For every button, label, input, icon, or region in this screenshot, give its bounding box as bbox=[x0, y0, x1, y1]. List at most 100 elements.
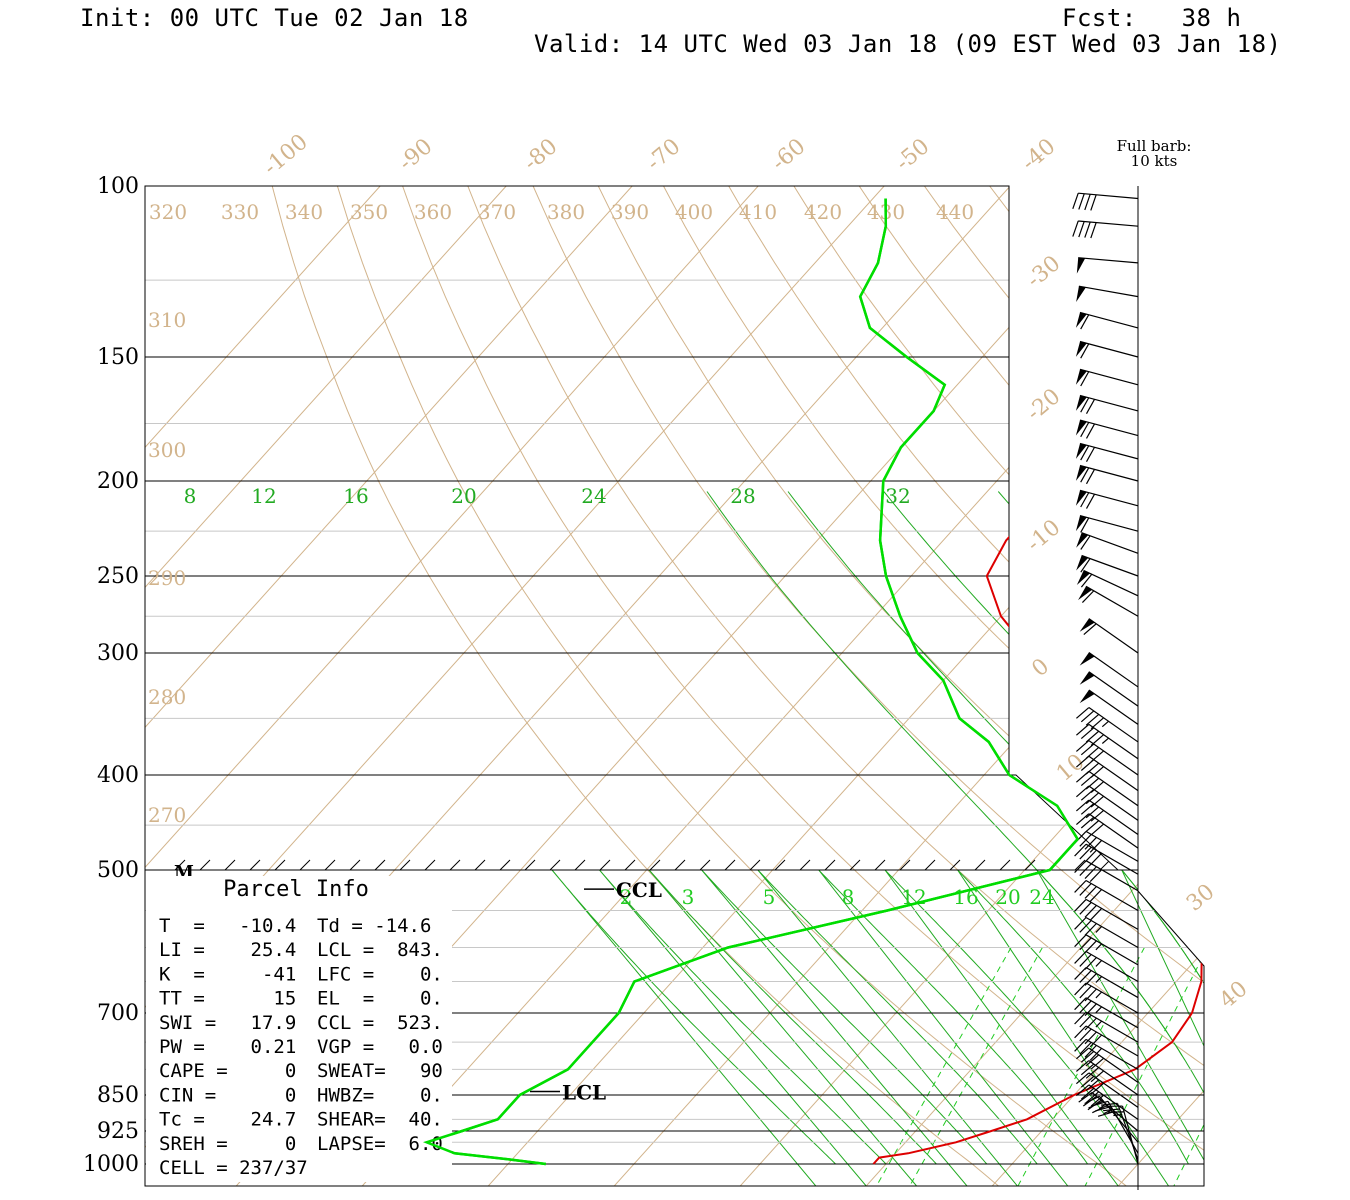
moist-adiabat-lower bbox=[1210, 870, 1340, 1186]
hatch-mark bbox=[174, 859, 186, 871]
dry-adiabat-line bbox=[597, 186, 1204, 1186]
wind-barb bbox=[1076, 1084, 1139, 1120]
hatch-mark bbox=[249, 859, 261, 871]
isotherm-line bbox=[145, 186, 633, 1186]
mixing-ratio-label: 5 bbox=[763, 885, 776, 909]
moist-adiabat-label: 20 bbox=[451, 484, 476, 508]
theta-label: 350 bbox=[350, 200, 388, 224]
wind-barb bbox=[1075, 464, 1139, 485]
isotherm-line bbox=[861, 186, 1204, 1186]
hatch-mark bbox=[574, 859, 586, 871]
theta-label: 420 bbox=[804, 200, 842, 224]
theta-label: 410 bbox=[739, 200, 777, 224]
hatch-mark bbox=[1074, 859, 1086, 871]
hatch-mark bbox=[974, 859, 986, 871]
wind-barb bbox=[1075, 311, 1139, 330]
annotation-ccl: CCL bbox=[616, 878, 662, 902]
wind-barb bbox=[1075, 394, 1139, 414]
hatch-mark bbox=[824, 859, 836, 871]
isotherm-line bbox=[145, 186, 507, 1186]
moist-adiabat-label: 24 bbox=[581, 484, 606, 508]
mixing-ratio-line bbox=[1338, 947, 1350, 1186]
dry-adiabat-line bbox=[728, 186, 1204, 1186]
theta-label: 290 bbox=[148, 566, 186, 590]
forecast-hour: Fcst: 38 h bbox=[1062, 4, 1242, 32]
wind-barb bbox=[1074, 1038, 1139, 1070]
moist-adiabat-lower bbox=[818, 869, 1089, 1186]
wind-barb bbox=[1078, 585, 1139, 617]
wind-barb bbox=[1072, 192, 1139, 211]
mixing-ratio-label: 24 bbox=[1029, 885, 1054, 909]
parcel-row-right: LFC = 0. bbox=[317, 963, 443, 985]
mixing-ratio-line bbox=[1084, 947, 1204, 1186]
hatch-mark bbox=[349, 859, 361, 871]
pressure-label: 150 bbox=[97, 345, 139, 370]
hatch-mark bbox=[674, 859, 686, 871]
pressure-label: 850 bbox=[97, 1083, 139, 1108]
hatch-mark bbox=[624, 859, 636, 871]
parcel-row-right: SWEAT= 90 bbox=[317, 1060, 443, 1082]
parcel-row-left: CELL = 237/37 bbox=[159, 1157, 308, 1179]
wind-barb bbox=[1074, 860, 1139, 892]
moist-adiabat-line bbox=[1134, 491, 1204, 1057]
parcel-row-left: SWI = 17.9 bbox=[159, 1012, 296, 1034]
moist-adiabat-lower bbox=[884, 869, 1139, 1186]
theta-label: 340 bbox=[285, 200, 323, 224]
valid-time: Valid: 14 UTC Wed 03 Jan 18 (09 EST Wed … bbox=[534, 30, 1282, 58]
wind-barb bbox=[1072, 220, 1139, 239]
barb-legend-line2: 10 kts bbox=[1131, 152, 1178, 170]
moist-adiabat-lower bbox=[1298, 870, 1350, 1186]
wind-barb bbox=[1075, 515, 1139, 533]
isotherm-line bbox=[145, 186, 759, 1186]
hatch-mark bbox=[699, 859, 711, 871]
isotherm-label: -70 bbox=[642, 134, 685, 176]
parcel-row-right: LAPSE= 6.0 bbox=[317, 1133, 443, 1155]
wind-barb bbox=[1079, 652, 1139, 688]
isotherm-label: -100 bbox=[259, 130, 313, 181]
isotherm-line bbox=[145, 186, 885, 1186]
wind-barb bbox=[1076, 285, 1139, 302]
wind-barb bbox=[1074, 916, 1139, 949]
hatch-mark bbox=[999, 859, 1011, 871]
pressure-label: 100 bbox=[97, 174, 139, 199]
hatch-mark bbox=[549, 859, 561, 871]
hatch-mark bbox=[874, 859, 886, 871]
wind-barb bbox=[1076, 554, 1139, 577]
dewpoint-trace-overlay bbox=[422, 198, 1080, 1166]
hatch-mark bbox=[899, 859, 911, 871]
parcel-info-box bbox=[146, 876, 452, 1182]
mixing-ratio-label: 2 bbox=[620, 885, 633, 909]
parcel-row-left: CAPE = 0 bbox=[159, 1060, 296, 1082]
dry-adiabat-line bbox=[1251, 186, 1350, 1190]
pressure-label: 500 bbox=[97, 858, 139, 883]
isotherm-line bbox=[609, 186, 1204, 1186]
parcel-info-title: Parcel Info bbox=[223, 877, 369, 902]
hatch-mark bbox=[424, 859, 436, 871]
hatch-mark bbox=[924, 859, 936, 871]
dry-adiabat-line bbox=[402, 186, 1204, 1186]
hatch-mark bbox=[274, 859, 286, 871]
isotherm-label: 40 bbox=[1215, 976, 1253, 1013]
dry-adiabat-line bbox=[532, 186, 1204, 1186]
moist-adiabat-label: 16 bbox=[343, 484, 368, 508]
wind-barb bbox=[1074, 1025, 1139, 1057]
hatch-mark bbox=[474, 859, 486, 871]
barb-legend-line1: Full barb: bbox=[1117, 137, 1192, 155]
mixing-ratio-line bbox=[1260, 947, 1350, 1186]
mixing-ratio-label: 20 bbox=[995, 885, 1020, 909]
moist-adiabat-lower bbox=[599, 869, 887, 1186]
hatch-mark bbox=[1124, 859, 1136, 871]
moist-adiabat-label: 32 bbox=[885, 484, 910, 508]
isotherm-line bbox=[987, 186, 1204, 1186]
mixing-ratio-label: 8 bbox=[842, 885, 855, 909]
wind-barb bbox=[1074, 830, 1139, 862]
hatch-mark bbox=[1024, 859, 1036, 871]
hatch-mark bbox=[599, 859, 611, 871]
theta-label: 320 bbox=[149, 200, 187, 224]
wind-barb bbox=[1074, 934, 1139, 966]
dry-adiabat-line bbox=[1054, 186, 1204, 1186]
wind-barb bbox=[1076, 740, 1139, 776]
theta-label: 310 bbox=[148, 308, 186, 332]
hatch-mark bbox=[749, 859, 761, 871]
wind-barb bbox=[1076, 707, 1139, 743]
